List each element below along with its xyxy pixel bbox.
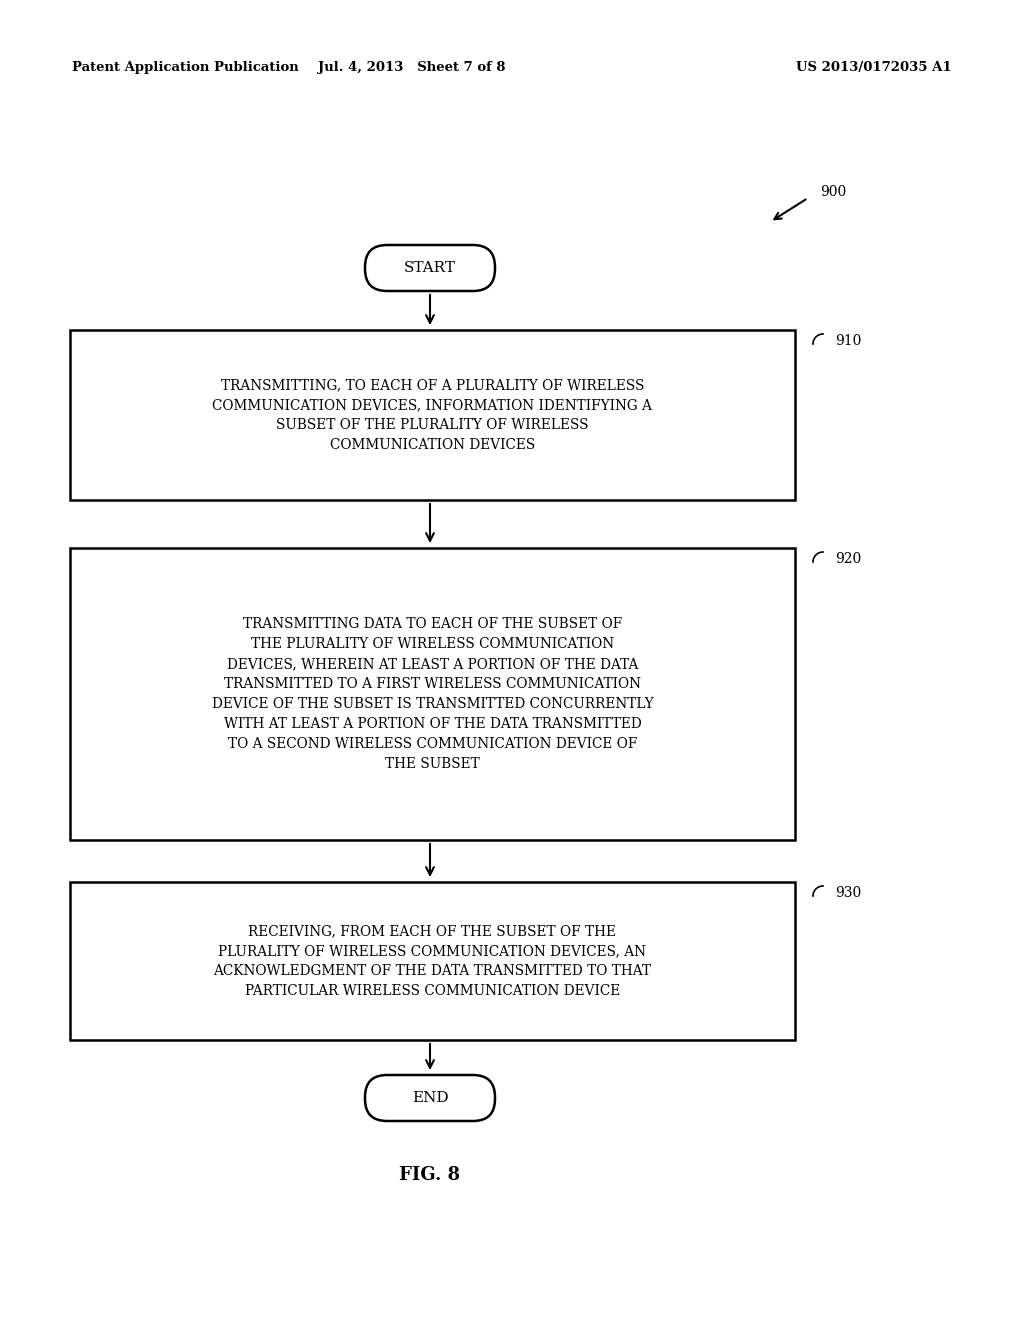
Text: 900: 900: [820, 185, 846, 199]
Text: Jul. 4, 2013   Sheet 7 of 8: Jul. 4, 2013 Sheet 7 of 8: [318, 62, 506, 74]
FancyBboxPatch shape: [365, 1074, 495, 1121]
Text: Patent Application Publication: Patent Application Publication: [72, 62, 299, 74]
Bar: [70, 548, 795, 840]
Text: 930: 930: [835, 886, 861, 900]
Text: 910: 910: [835, 334, 861, 348]
Text: END: END: [412, 1092, 449, 1105]
Text: FIG. 8: FIG. 8: [399, 1166, 461, 1184]
Text: START: START: [404, 261, 456, 275]
Text: 920: 920: [835, 552, 861, 566]
Text: TRANSMITTING DATA TO EACH OF THE SUBSET OF
THE PLURALITY OF WIRELESS COMMUNICATI: TRANSMITTING DATA TO EACH OF THE SUBSET …: [212, 616, 653, 771]
Text: TRANSMITTING, TO EACH OF A PLURALITY OF WIRELESS
COMMUNICATION DEVICES, INFORMAT: TRANSMITTING, TO EACH OF A PLURALITY OF …: [213, 378, 652, 451]
Text: US 2013/0172035 A1: US 2013/0172035 A1: [797, 62, 952, 74]
Text: RECEIVING, FROM EACH OF THE SUBSET OF THE
PLURALITY OF WIRELESS COMMUNICATION DE: RECEIVING, FROM EACH OF THE SUBSET OF TH…: [213, 924, 651, 998]
Bar: [70, 330, 795, 500]
FancyBboxPatch shape: [365, 246, 495, 290]
Bar: [70, 882, 795, 1040]
